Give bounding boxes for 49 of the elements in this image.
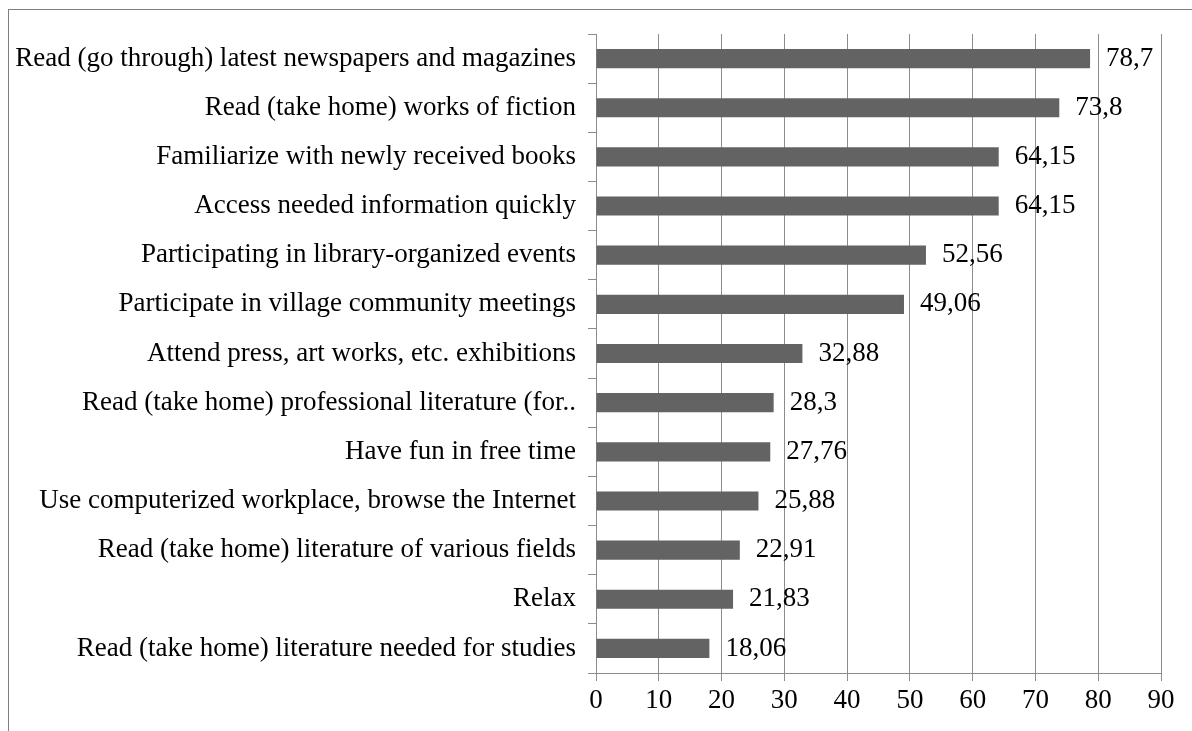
x-tick-label: 60 (959, 684, 987, 715)
x-tick-label: 90 (1147, 684, 1175, 715)
bar (596, 245, 926, 265)
bar (596, 589, 734, 609)
data-label: 32,88 (818, 336, 880, 367)
bar (596, 540, 740, 560)
x-tick-label: 10 (645, 684, 673, 715)
x-tick-label: 0 (589, 684, 603, 715)
y-tick-label: Attend press, art works, etc. exhibitions (147, 336, 576, 367)
bar (596, 147, 999, 167)
y-tick-label: Read (take home) literature of various fields (97, 533, 576, 564)
x-tick-label: 70 (1021, 684, 1049, 715)
data-label: 22,91 (755, 533, 817, 564)
y-tick-label: Access needed information quickly (194, 189, 577, 220)
y-tick-label: Read (take home) literature needed for studies (76, 631, 576, 662)
bar (596, 638, 710, 659)
x-tick-label: 80 (1084, 684, 1112, 715)
y-tick-label: Relax (513, 582, 577, 613)
bar (596, 48, 1091, 69)
y-tick-label: Read (take home) works of fiction (204, 90, 577, 121)
bar (596, 442, 771, 462)
y-tick-label: Have fun in free time (345, 434, 577, 465)
y-tick-label: Participate in village community meetings (118, 287, 576, 318)
x-tick-label: 40 (833, 684, 861, 715)
data-label: 21,83 (749, 582, 810, 613)
bar (596, 393, 774, 413)
data-label: 78,7 (1106, 41, 1154, 72)
data-label: 18,06 (725, 631, 787, 662)
data-label: 27,76 (786, 434, 848, 465)
data-label: 28,3 (789, 385, 837, 416)
bar (596, 343, 803, 364)
bar (596, 491, 759, 511)
x-tick-label: 50 (896, 684, 924, 715)
bar (596, 196, 999, 216)
data-label: 64,15 (1014, 189, 1076, 220)
data-label: 52,56 (941, 238, 1003, 269)
y-tick-label: Participating in library-organized events (140, 238, 576, 269)
data-label: 73,8 (1075, 90, 1123, 121)
bar (596, 98, 1060, 118)
x-tick-label: 20 (708, 684, 736, 715)
y-tick-label: Read (take home) professional literature (for.. (81, 385, 576, 416)
y-tick-label: Use computerized workplace, browse the Internet (39, 484, 577, 515)
y-tick-label: Read (go through) latest newspapers and magazines (15, 41, 576, 72)
data-label: 64,15 (1014, 139, 1076, 170)
data-label: 49,06 (919, 287, 981, 318)
data-label: 25,88 (774, 484, 836, 515)
y-tick-label: Familiarize with newly received books (156, 139, 576, 170)
x-tick-label: 30 (770, 684, 798, 715)
bar (596, 294, 904, 314)
